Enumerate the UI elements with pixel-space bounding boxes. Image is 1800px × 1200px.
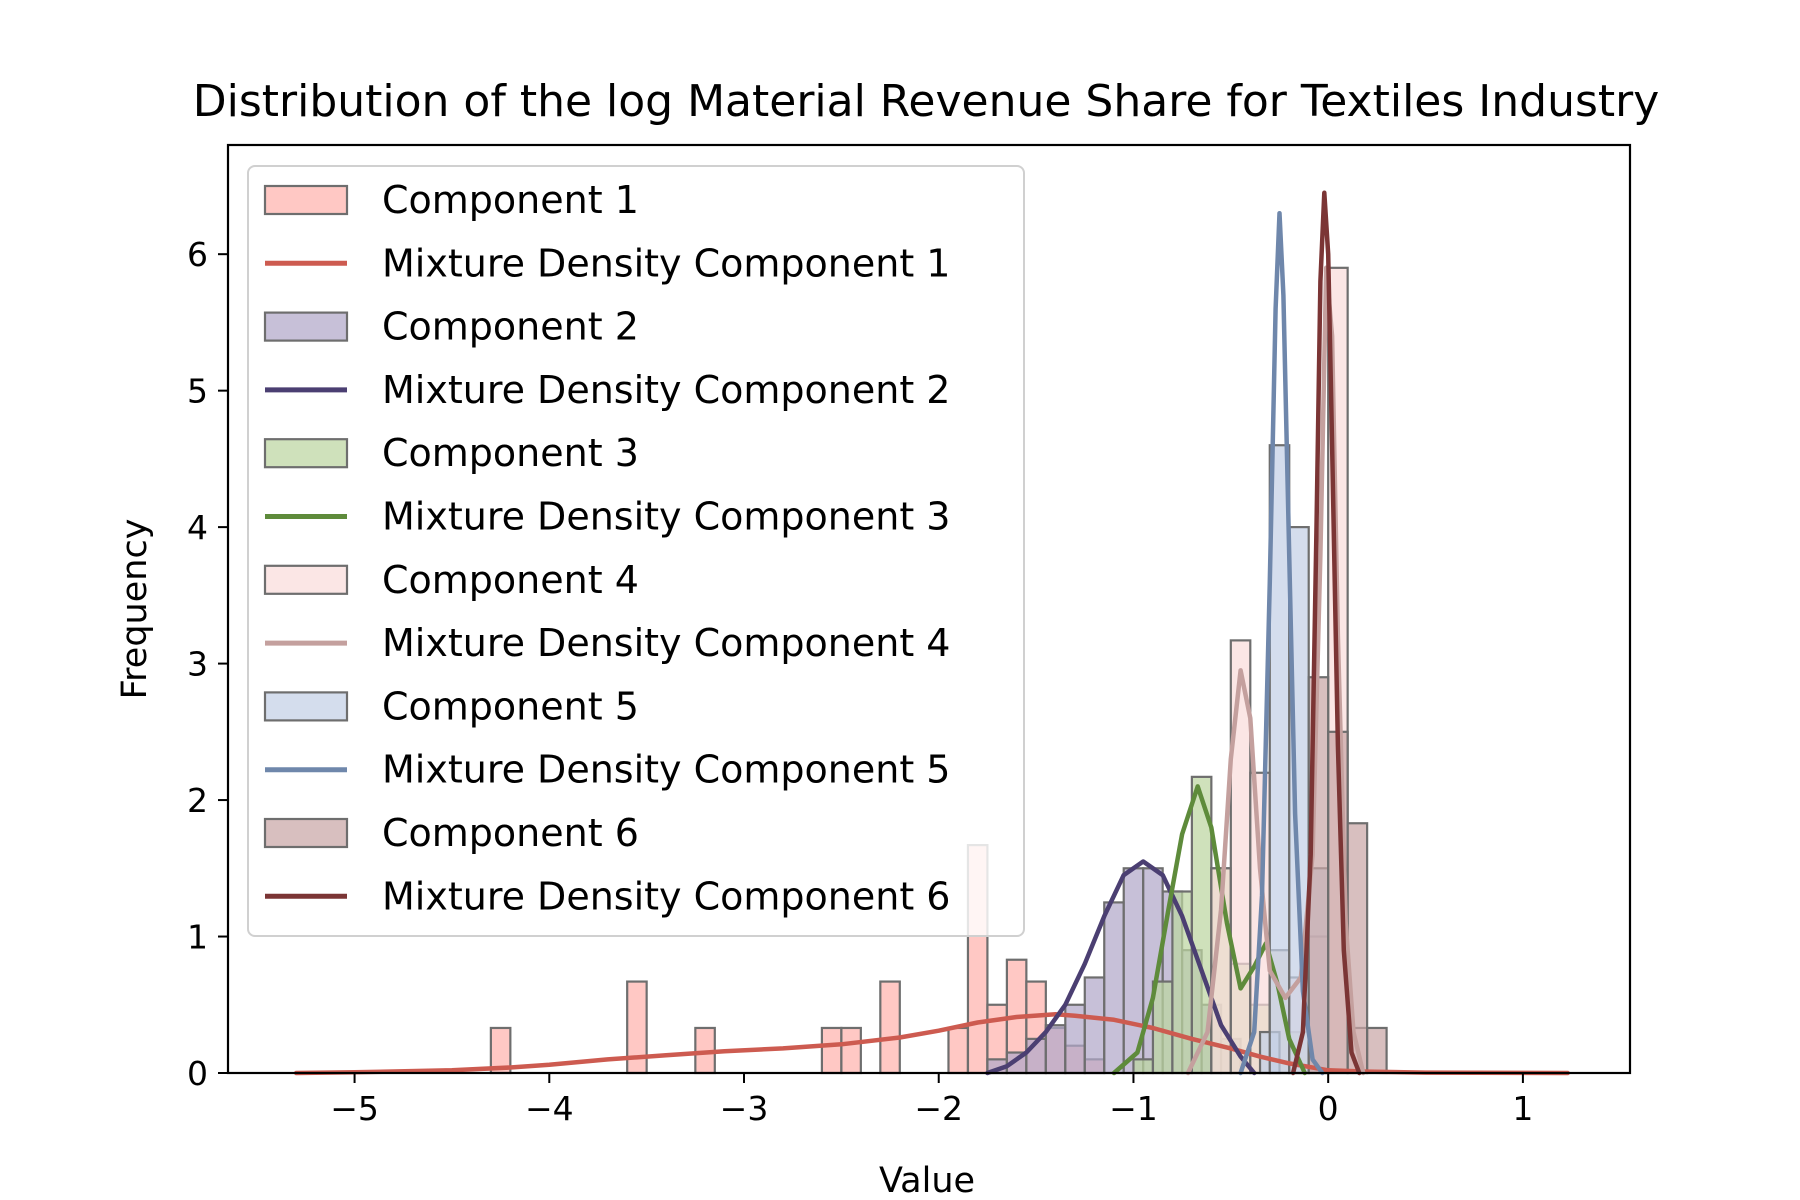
- bar-component-6-4: [1366, 1026, 1388, 1075]
- legend-label-density-component-4: Mixture Density Component 4: [382, 621, 950, 665]
- x-axis-ticks: −5 −4 −3 −2 −1 0 1: [330, 1073, 1533, 1128]
- y-tick-label-2: 1: [187, 918, 208, 957]
- y-tick-label-7: 6: [187, 235, 208, 274]
- y-tick-label-5: 4: [187, 508, 208, 547]
- legend-swatch-component-6: [263, 817, 349, 849]
- density-line-component-6: [1290, 190, 1362, 1076]
- legend: Component 1 Mixture Density Component 1 Co…: [247, 165, 1025, 937]
- x-tick-label-2: −4: [525, 1089, 574, 1128]
- density-line-component-2: [985, 859, 1257, 1076]
- legend-label-density-component-1: Mixture Density Component 1: [382, 241, 950, 285]
- legend-swatch-component-2: [263, 311, 349, 342]
- plot-frame: [226, 143, 1632, 1075]
- legend-swatch-component-3: [263, 438, 349, 469]
- legend-label-density-component-6: Mixture Density Component 6: [382, 874, 950, 918]
- legend-box: [247, 165, 1025, 937]
- bar-component-2-6: [1083, 976, 1106, 1075]
- legend-label-density-component-2: Mixture Density Component 2: [382, 368, 950, 412]
- bar-component-1-6: [879, 980, 901, 1075]
- legend-swatch-component-1: [263, 184, 349, 216]
- y-tick-label-6: 5: [187, 372, 208, 411]
- x-tick-label-4: −2: [914, 1089, 963, 1128]
- x-tick-label-7: 1: [1512, 1089, 1533, 1128]
- x-tick-label-5: −1: [1109, 1089, 1158, 1128]
- x-axis-label: Value: [879, 1161, 975, 1200]
- x-tick-label-1: −5: [330, 1089, 379, 1128]
- density-line-component-4: [1185, 265, 1366, 1076]
- x-tick-label-6: 0: [1318, 1089, 1339, 1128]
- legend-swatch-component-5: [263, 691, 349, 722]
- legend-label-density-component-3: Mixture Density Component 3: [382, 495, 950, 539]
- legend-label-component-3: Component 3: [382, 431, 639, 475]
- x-tick-label-3: −3: [720, 1089, 769, 1128]
- y-axis-label: Frequency: [115, 519, 155, 700]
- legend-label-component-5: Component 5: [382, 684, 639, 728]
- y-tick-label-4: 3: [187, 645, 208, 684]
- y-tick-label-1: 0: [187, 1054, 208, 1093]
- bar-component-1-4: [820, 1026, 843, 1075]
- chart-title: Distribution of the log Material Revenue…: [193, 76, 1660, 127]
- density-line-component-1: [293, 1012, 1570, 1076]
- y-tick-label-3: 2: [187, 781, 208, 820]
- legend-swatch-component-4: [263, 564, 349, 595]
- legend-label-component-6: Component 6: [382, 811, 639, 855]
- legend-label-component-4: Component 4: [382, 558, 639, 602]
- legend-label-density-component-5: Mixture Density Component 5: [382, 748, 950, 792]
- legend-label-component-1: Component 1: [382, 178, 639, 222]
- bar-component-1-7: [947, 1026, 970, 1075]
- y-axis-ticks: 0 1 2 3 4 5 6: [187, 235, 228, 1093]
- bar-component-1-5: [840, 1026, 862, 1075]
- density-curves: [293, 190, 1570, 1076]
- bar-component-2-7: [1103, 901, 1125, 1075]
- legend-label-component-2: Component 2: [382, 305, 639, 349]
- bar-component-3-1: [1132, 1058, 1155, 1075]
- bar-component-2-4: [1044, 1024, 1067, 1075]
